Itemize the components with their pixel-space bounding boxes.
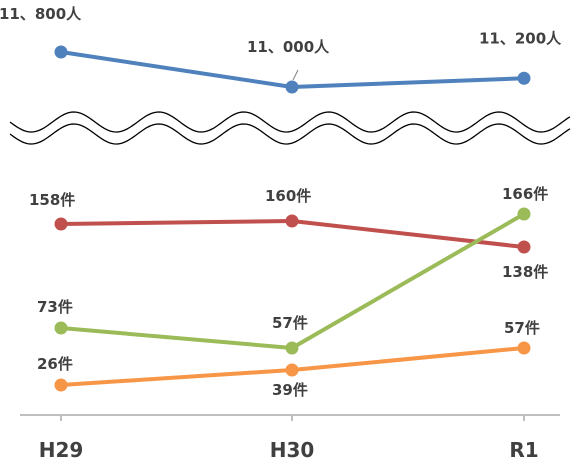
data-point — [285, 214, 299, 228]
axis-break — [9, 111, 571, 145]
break-wave-top — [9, 111, 571, 133]
data-label: 11、800人 — [0, 5, 82, 23]
data-label: 160件 — [265, 187, 311, 205]
data-label: 138件 — [502, 263, 548, 281]
label-layer: 11、800人 11、000人 11、200人 158件 160件 138件 73件 57件 1… — [0, 5, 562, 399]
data-label: 11、200人 — [479, 29, 562, 47]
data-point — [54, 378, 68, 392]
x-tick-label: R1 — [509, 438, 538, 462]
data-label: 57件 — [272, 314, 308, 332]
data-point — [54, 45, 68, 59]
data-label: 39件 — [272, 381, 308, 399]
x-tick-label: H30 — [270, 438, 315, 462]
data-point — [517, 341, 531, 355]
data-point — [285, 80, 299, 94]
data-point — [517, 207, 531, 221]
data-label: 26件 — [37, 355, 73, 373]
data-point — [54, 217, 68, 231]
data-label: 158件 — [29, 191, 75, 209]
x-tick-label: H29 — [39, 438, 84, 462]
data-label: 166件 — [502, 185, 548, 203]
break-wave-bottom — [9, 123, 571, 145]
data-point — [517, 240, 531, 254]
data-point — [285, 341, 299, 355]
data-label: 57件 — [504, 319, 540, 337]
data-point — [517, 71, 531, 85]
label-leader-line — [292, 69, 299, 81]
data-label: 11、000人 — [247, 38, 330, 56]
data-point — [285, 363, 299, 377]
axis-layer: H29 H30 R1 — [20, 414, 560, 462]
series-layer — [54, 45, 531, 392]
data-label: 73件 — [37, 298, 73, 316]
data-point — [54, 321, 68, 335]
